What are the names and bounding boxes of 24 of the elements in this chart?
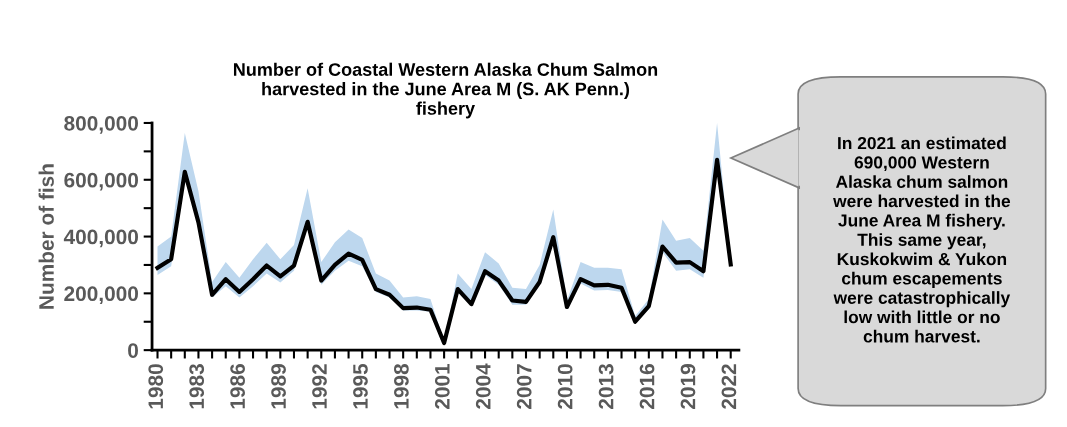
x-tick-label: 2019 [680, 364, 696, 409]
x-tick-label: 1998 [394, 363, 409, 409]
y-tick-label: 400,000 [63, 229, 139, 248]
x-tick-label: 2007 [516, 364, 532, 409]
x-tick-label: 2013 [598, 364, 614, 409]
x-tick-label: 2016 [639, 364, 655, 409]
y-tick-label: 200,000 [64, 286, 139, 305]
x-tick-label: 2004 [475, 363, 491, 409]
x-tick-label: 1992 [312, 364, 327, 409]
y-axis-title: Number of fish [38, 164, 54, 309]
x-tick-label: 1995 [353, 363, 368, 409]
x-tick-label: 2022 [721, 364, 737, 409]
x-tick-label: 1983 [189, 364, 205, 409]
x-tick-label: 2001 [434, 363, 450, 409]
chart-title: Number of Coastal Western Alaska Chum Salmon harvested in the June Area M (S. AK Penn.) fishery [233, 62, 658, 119]
x-tick-label: 1989 [271, 364, 286, 409]
y-tick-label: 0 [128, 343, 138, 358]
y-tick-label: 600,000 [64, 172, 139, 191]
y-tick-label: 800,000 [64, 115, 139, 134]
x-tick-label: 2010 [557, 364, 573, 409]
line-series [155, 157, 733, 346]
x-tick-label: 1986 [230, 364, 245, 409]
text: In 2021 an estimated 690,000 Western Alaska chum salmon were harvested in the June Area M fishery. This same year, Kuskokwim & Yukon chum escapements were catastrophically low with little or no chum harvest. [833, 136, 1011, 343]
x-tick-label: 1980 [148, 364, 164, 409]
